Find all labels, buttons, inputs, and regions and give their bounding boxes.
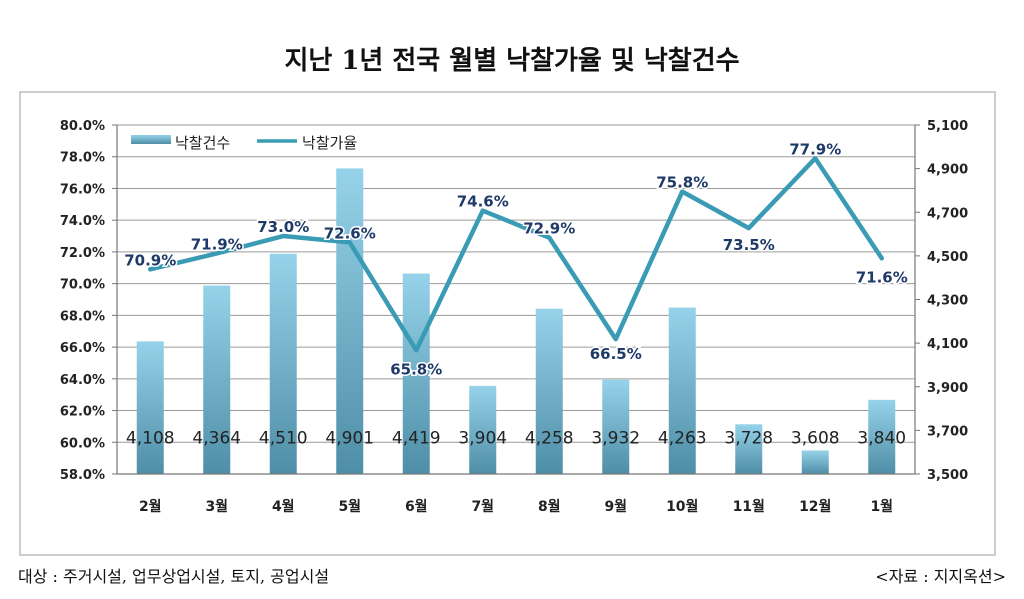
bar-12월 [801, 450, 829, 474]
rate-value-label: 66.5% [590, 345, 642, 363]
right-tick-label: 4,100 [927, 337, 968, 352]
bar-labels: 4,108 4,364 4,510 4,901 4,419 3,904 4,258 3,932… [126, 428, 906, 448]
x-tick-label: 9월 [604, 498, 627, 515]
right-tick-label: 3,700 [927, 424, 968, 439]
bar-7월 [469, 385, 497, 474]
bar-11월 [735, 424, 763, 474]
left-tick-label: 78.0% [60, 151, 105, 166]
rate-point-9월 [613, 337, 618, 342]
bar-value-label: 4,419 [392, 428, 441, 448]
x-tick-label: 7월 [471, 498, 494, 515]
left-tick-label: 72.0% [60, 246, 105, 261]
rate-value-label: 70.9% [124, 251, 176, 269]
x-tick-label: 2월 [139, 498, 162, 515]
bar-1월 [868, 399, 896, 474]
rate-point-3월 [214, 251, 219, 256]
x-tick-label: 4월 [272, 498, 295, 515]
bar-4월 [269, 253, 297, 474]
left-tick-label: 60.0% [60, 436, 105, 451]
left-tick-label: 80.0% [60, 119, 105, 134]
rate-value-label: 75.8% [656, 174, 708, 192]
rate-point-6월 [414, 348, 419, 353]
right-tick-label: 4,500 [927, 250, 968, 265]
bar-value-label: 4,258 [525, 428, 574, 448]
chart-frame [19, 91, 996, 556]
rate-value-label: 77.9% [789, 140, 841, 158]
left-tick-label: 58.0% [60, 468, 105, 483]
rate-point-4월 [281, 234, 286, 239]
rate-point-7월 [480, 208, 485, 213]
bar-9월 [602, 379, 630, 474]
rate-value-label: 72.9% [523, 220, 575, 238]
bar-value-label: 3,728 [724, 428, 773, 448]
rate-point-8월 [547, 235, 552, 240]
rate-line [148, 156, 884, 353]
rate-value-label: 65.8% [390, 360, 442, 378]
axes: 58.0% 60.0% 62.0% 64.0% 66.0% 68.0% 70.0% 72.0%… [60, 119, 968, 515]
bar-value-label: 4,263 [658, 428, 707, 448]
x-tick-label: 6월 [405, 498, 428, 515]
right-tick-label: 4,900 [927, 163, 968, 178]
x-tick-label: 8월 [538, 498, 561, 515]
footer-source: <자료 : 지지옥션> [875, 567, 1006, 586]
bar-value-label: 3,840 [857, 428, 906, 448]
bar-value-label: 4,510 [259, 428, 308, 448]
left-tick-label: 68.0% [60, 309, 105, 324]
x-tick-label: 10월 [666, 498, 698, 515]
bar-value-label: 3,904 [458, 428, 507, 448]
legend-bar-label: 낙찰건수 [175, 134, 230, 152]
rate-point-10월 [680, 189, 685, 194]
bar-5월 [336, 168, 364, 475]
bar-2월 [136, 341, 164, 474]
chart-title: 지난 1년 전국 월별 낙찰가율 및 낙찰건수 [284, 46, 740, 76]
x-tick-label: 3월 [205, 498, 228, 515]
rate-point-2월 [148, 267, 153, 272]
bar-value-label: 4,364 [192, 428, 241, 448]
left-tick-label: 74.0% [60, 214, 105, 229]
rate-value-label: 71.6% [856, 268, 908, 286]
rate-point-1월 [879, 256, 884, 261]
x-tick-label: 12월 [799, 498, 831, 515]
left-tick-label: 76.0% [60, 182, 105, 197]
rate-value-label: 72.6% [324, 224, 376, 242]
rate-point-11월 [746, 226, 751, 231]
x-tick-label: 5월 [338, 498, 361, 515]
grid-lines [117, 124, 915, 475]
bar-value-label: 4,901 [325, 428, 374, 448]
bars [136, 168, 896, 475]
rate-value-label: 73.5% [723, 236, 775, 254]
right-tick-label: 4,700 [927, 206, 968, 221]
bar-3월 [203, 285, 231, 474]
bar-value-label: 3,608 [791, 428, 840, 448]
left-tick-label: 66.0% [60, 341, 105, 356]
bar-value-label: 4,108 [126, 428, 175, 448]
legend-line-label: 낙찰가율 [302, 134, 357, 152]
right-tick-label: 5,100 [927, 119, 968, 134]
left-tick-label: 70.0% [60, 278, 105, 293]
rate-point-5월 [347, 240, 352, 245]
rate-value-label: 71.9% [191, 235, 243, 253]
rate-point-12월 [813, 156, 818, 161]
bar-10월 [668, 307, 696, 474]
x-tick-label: 11월 [733, 498, 765, 515]
bar-value-label: 3,932 [591, 428, 640, 448]
rate-line-path [148, 156, 884, 353]
legend-bar-swatch [131, 135, 171, 144]
legend: 낙찰건수 낙찰가율 [127, 129, 377, 155]
left-tick-label: 64.0% [60, 373, 105, 388]
rate-labels: 70.9% 71.9% 73.0% 72.6% 65.8% 74.6% 72.9% 66.5%… [123, 139, 910, 380]
x-tick-label: 1월 [870, 498, 893, 515]
right-tick-label: 4,300 [927, 294, 968, 309]
right-tick-label: 3,500 [927, 468, 968, 483]
rate-value-label: 73.0% [257, 218, 309, 236]
bar-8월 [535, 308, 563, 474]
right-tick-label: 3,900 [927, 381, 968, 396]
rate-value-label: 74.6% [457, 193, 509, 211]
footer-target: 대상 : 주거시설, 업무상업시설, 토지, 공업시설 [18, 567, 330, 586]
left-tick-label: 62.0% [60, 405, 105, 420]
bar-6월 [402, 273, 430, 474]
